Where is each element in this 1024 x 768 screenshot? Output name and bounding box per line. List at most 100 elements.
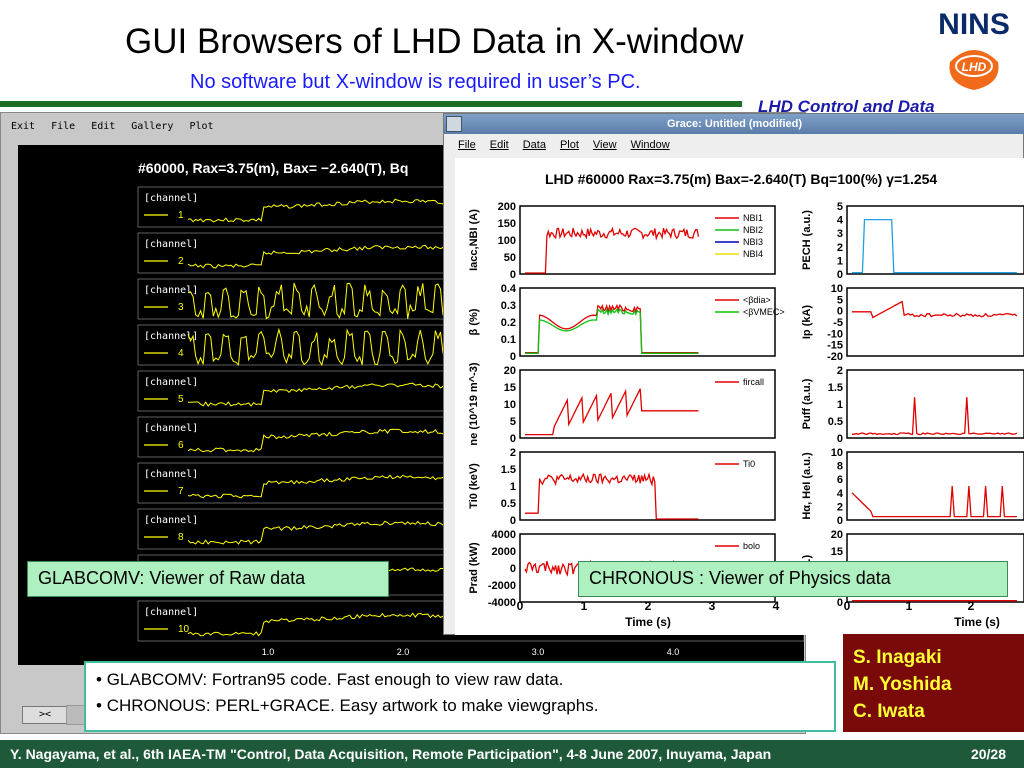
y-tick-label: -20	[827, 351, 843, 363]
x-tick-label: 2.0	[397, 647, 410, 657]
y-axis-label: Ti0 (keV)	[468, 463, 480, 509]
y-tick-label: 2	[510, 447, 516, 459]
y-tick-label: 10	[831, 447, 843, 459]
menu-edit[interactable]: Edit	[91, 121, 116, 132]
y-tick-label: 8	[837, 461, 843, 473]
left-panel-frame	[519, 451, 776, 521]
menu-plot[interactable]: Plot	[559, 139, 579, 151]
x-tick-label: 1	[906, 599, 913, 613]
slide-subtitle: No software but X-window is required in …	[190, 71, 641, 93]
y-axis-label: Hα, HeI (a.u.)	[801, 452, 813, 520]
y-tick-label: 0	[837, 433, 843, 445]
channel-number: 7	[178, 486, 184, 497]
left-panel-trace	[525, 303, 699, 354]
x-tick-label: 3	[709, 599, 716, 613]
x-tick-label: 0	[517, 599, 524, 613]
y-tick-label: 1.5	[828, 382, 843, 394]
y-tick-label: 200	[498, 201, 516, 213]
bullet-list: • GLABCOMV: Fortran95 code. Fast enough …	[84, 661, 836, 732]
author-name: S. Inagaki	[853, 647, 942, 668]
scroll-left-button[interactable]: ><	[22, 706, 68, 724]
bullet-item: • GLABCOMV: Fortran95 code. Fast enough …	[96, 670, 564, 689]
channel-number: 10	[178, 624, 190, 635]
menu-exit[interactable]: Exit	[11, 121, 36, 132]
left-panel-frame	[519, 369, 776, 439]
y-tick-label: 10	[504, 399, 516, 411]
x-tick-label: 2	[645, 599, 652, 613]
right-panel-frame	[846, 451, 1024, 521]
menu-file[interactable]: File	[458, 139, 476, 151]
y-tick-label: -15	[827, 340, 843, 352]
y-tick-label: 0.2	[501, 317, 516, 329]
plot-title: #60000, Rax=3.75(m), Bax= −2.640(T), Bq	[138, 160, 408, 176]
channel-label: [channel]	[144, 193, 198, 204]
y-tick-label: 0	[837, 306, 843, 318]
header-rule	[0, 101, 1024, 107]
chronous-callout: CHRONOUS : Viewer of Physics data	[578, 561, 1008, 597]
glabcomv-callout: GLABCOMV: Viewer of Raw data	[27, 561, 389, 597]
menu-file[interactable]: File	[51, 121, 76, 132]
y-tick-label: 0.1	[501, 334, 516, 346]
y-axis-label: Puff (a.u.)	[801, 378, 813, 429]
y-axis-label: ne (10^19 m^-3)	[468, 362, 480, 445]
author-name: C. Iwata	[853, 701, 925, 722]
menu-edit[interactable]: Edit	[489, 139, 509, 151]
channel-label: [channel]	[144, 515, 198, 526]
y-tick-label: 0	[510, 269, 516, 281]
channel-label: [channel]	[144, 423, 198, 434]
menu-window[interactable]: Window	[630, 139, 670, 151]
y-tick-label: 10	[831, 283, 843, 295]
right-panel-trace	[851, 397, 1018, 436]
x-tick-label: 4	[773, 599, 780, 613]
nins-logo: NINS LHD	[928, 4, 1020, 100]
menu-plot[interactable]: Plot	[189, 121, 214, 132]
channel-label: [channel]	[144, 377, 198, 388]
channel-number: 4	[178, 348, 184, 359]
y-tick-label: 0	[510, 563, 516, 575]
y-tick-label: 0.5	[501, 498, 516, 510]
right-panel-frame	[846, 205, 1024, 275]
channel-label: [channel]	[144, 469, 198, 480]
y-tick-label: 0	[837, 269, 843, 281]
legend-label: fircall	[743, 377, 764, 387]
grace-app-icon[interactable]	[446, 116, 462, 132]
grace-plot-title: LHD #60000 Rax=3.75(m) Bax=-2.640(T) Bq=…	[545, 171, 937, 187]
y-tick-label: 0	[510, 515, 516, 527]
y-tick-label: -4000	[488, 597, 516, 609]
x-tick-label: 2	[968, 599, 975, 613]
right-panel-trace	[851, 485, 1017, 518]
y-tick-label: 4000	[492, 529, 516, 541]
y-tick-label: 15	[504, 382, 516, 394]
y-tick-label: -2000	[488, 580, 516, 592]
channel-number: 1	[178, 210, 184, 221]
logo-text: NINS	[938, 8, 1010, 41]
y-tick-label: 0	[510, 351, 516, 363]
y-tick-label: 1	[837, 255, 843, 267]
menu-view[interactable]: View	[592, 139, 617, 151]
right-panel-frame	[846, 369, 1024, 439]
y-tick-label: 3	[837, 228, 843, 240]
glabcomv-menubar: Exit File Edit Gallery Plot	[11, 121, 214, 132]
channel-number: 3	[178, 302, 184, 313]
left-panel-trace	[525, 226, 700, 274]
y-tick-label: 150	[498, 218, 516, 230]
y-axis-label: Prad (kW)	[468, 542, 480, 594]
y-tick-label: 4	[837, 215, 844, 227]
left-panel-trace	[525, 388, 699, 436]
channel-label: [channel]	[144, 607, 198, 618]
y-tick-label: 0	[837, 597, 843, 609]
channel-number: 5	[178, 394, 184, 405]
left-panel-frame	[519, 205, 776, 275]
y-axis-label: β (%)	[468, 308, 480, 335]
menu-data[interactable]: Data	[522, 139, 546, 151]
menu-gallery[interactable]: Gallery	[131, 121, 174, 132]
legend-label: NBI3	[743, 237, 763, 247]
bullet-item: • CHRONOUS: PERL+GRACE. Easy artwork to …	[96, 696, 599, 715]
channel-number: 6	[178, 440, 184, 451]
left-panel-trace	[525, 308, 699, 354]
authors-box: S. Inagaki M. Yoshida C. Iwata	[843, 634, 1024, 732]
x-tick-label: 3.0	[532, 647, 545, 657]
y-tick-label: 6	[837, 474, 843, 486]
legend-label: <βVMEC>	[743, 307, 785, 317]
y-tick-label: 20	[831, 529, 843, 541]
